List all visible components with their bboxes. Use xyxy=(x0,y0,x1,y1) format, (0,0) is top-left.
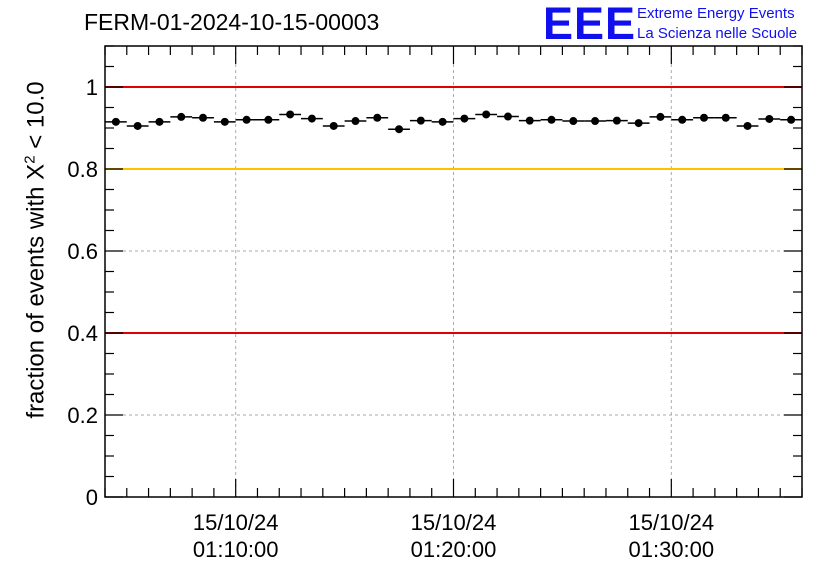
data-point xyxy=(395,125,404,134)
y-tick-label: 0.4 xyxy=(67,321,98,346)
data-point xyxy=(133,121,142,130)
data-point xyxy=(721,113,730,122)
data-point xyxy=(177,112,186,121)
logo-line-2: La Scienza nelle Scuole xyxy=(637,25,798,42)
data-point xyxy=(503,112,512,121)
data-point xyxy=(547,115,556,124)
y-tick-label: 0.2 xyxy=(67,403,98,428)
data-point xyxy=(525,116,534,125)
run-title: FERM-01-2024-10-15-00003 xyxy=(84,9,380,35)
data-point xyxy=(569,117,578,126)
logo-line-1: Extreme Energy Events xyxy=(637,5,795,22)
y-tick-label: 1 xyxy=(86,75,98,100)
data-point xyxy=(634,119,643,128)
x-tick-label-time: 01:30:00 xyxy=(628,537,714,562)
data-points xyxy=(105,110,802,134)
data-point xyxy=(656,112,665,121)
x-tick-label-date: 15/10/24 xyxy=(628,510,714,535)
data-point xyxy=(242,115,251,124)
data-point xyxy=(699,113,708,122)
data-point xyxy=(111,117,120,126)
data-point xyxy=(220,117,229,126)
data-point xyxy=(199,113,208,122)
data-point xyxy=(329,121,338,130)
data-point xyxy=(307,114,316,123)
data-point xyxy=(373,113,382,122)
x-tick-label-time: 01:20:00 xyxy=(411,537,497,562)
data-point xyxy=(678,115,687,124)
data-point xyxy=(743,121,752,130)
data-point xyxy=(416,116,425,125)
data-point xyxy=(351,117,360,126)
y-tick-label: 0 xyxy=(86,485,98,510)
axis-ticks xyxy=(104,45,803,498)
data-point xyxy=(591,117,600,126)
data-point xyxy=(460,114,469,123)
y-tick-label: 0.6 xyxy=(67,239,98,264)
data-point xyxy=(765,114,774,123)
y-tick-label: 0.8 xyxy=(67,157,98,182)
reference-lines xyxy=(105,86,802,334)
tick-labels: 00.20.40.60.8115/10/2401:10:0015/10/2401… xyxy=(67,75,714,562)
data-point xyxy=(438,117,447,126)
eee-logo: EEE Extreme Energy Events La Scienza nel… xyxy=(543,0,833,49)
x-tick-label-date: 15/10/24 xyxy=(411,510,497,535)
x-tick-label-date: 15/10/24 xyxy=(193,510,279,535)
grid-layer xyxy=(105,46,802,497)
data-point xyxy=(482,110,491,119)
data-point xyxy=(155,117,164,126)
x-tick-label-time: 01:10:00 xyxy=(193,537,279,562)
data-point xyxy=(264,115,273,124)
data-point xyxy=(787,115,796,124)
data-point xyxy=(612,116,621,125)
data-point xyxy=(286,110,295,119)
eee-logo-mark: EEE xyxy=(543,0,637,49)
